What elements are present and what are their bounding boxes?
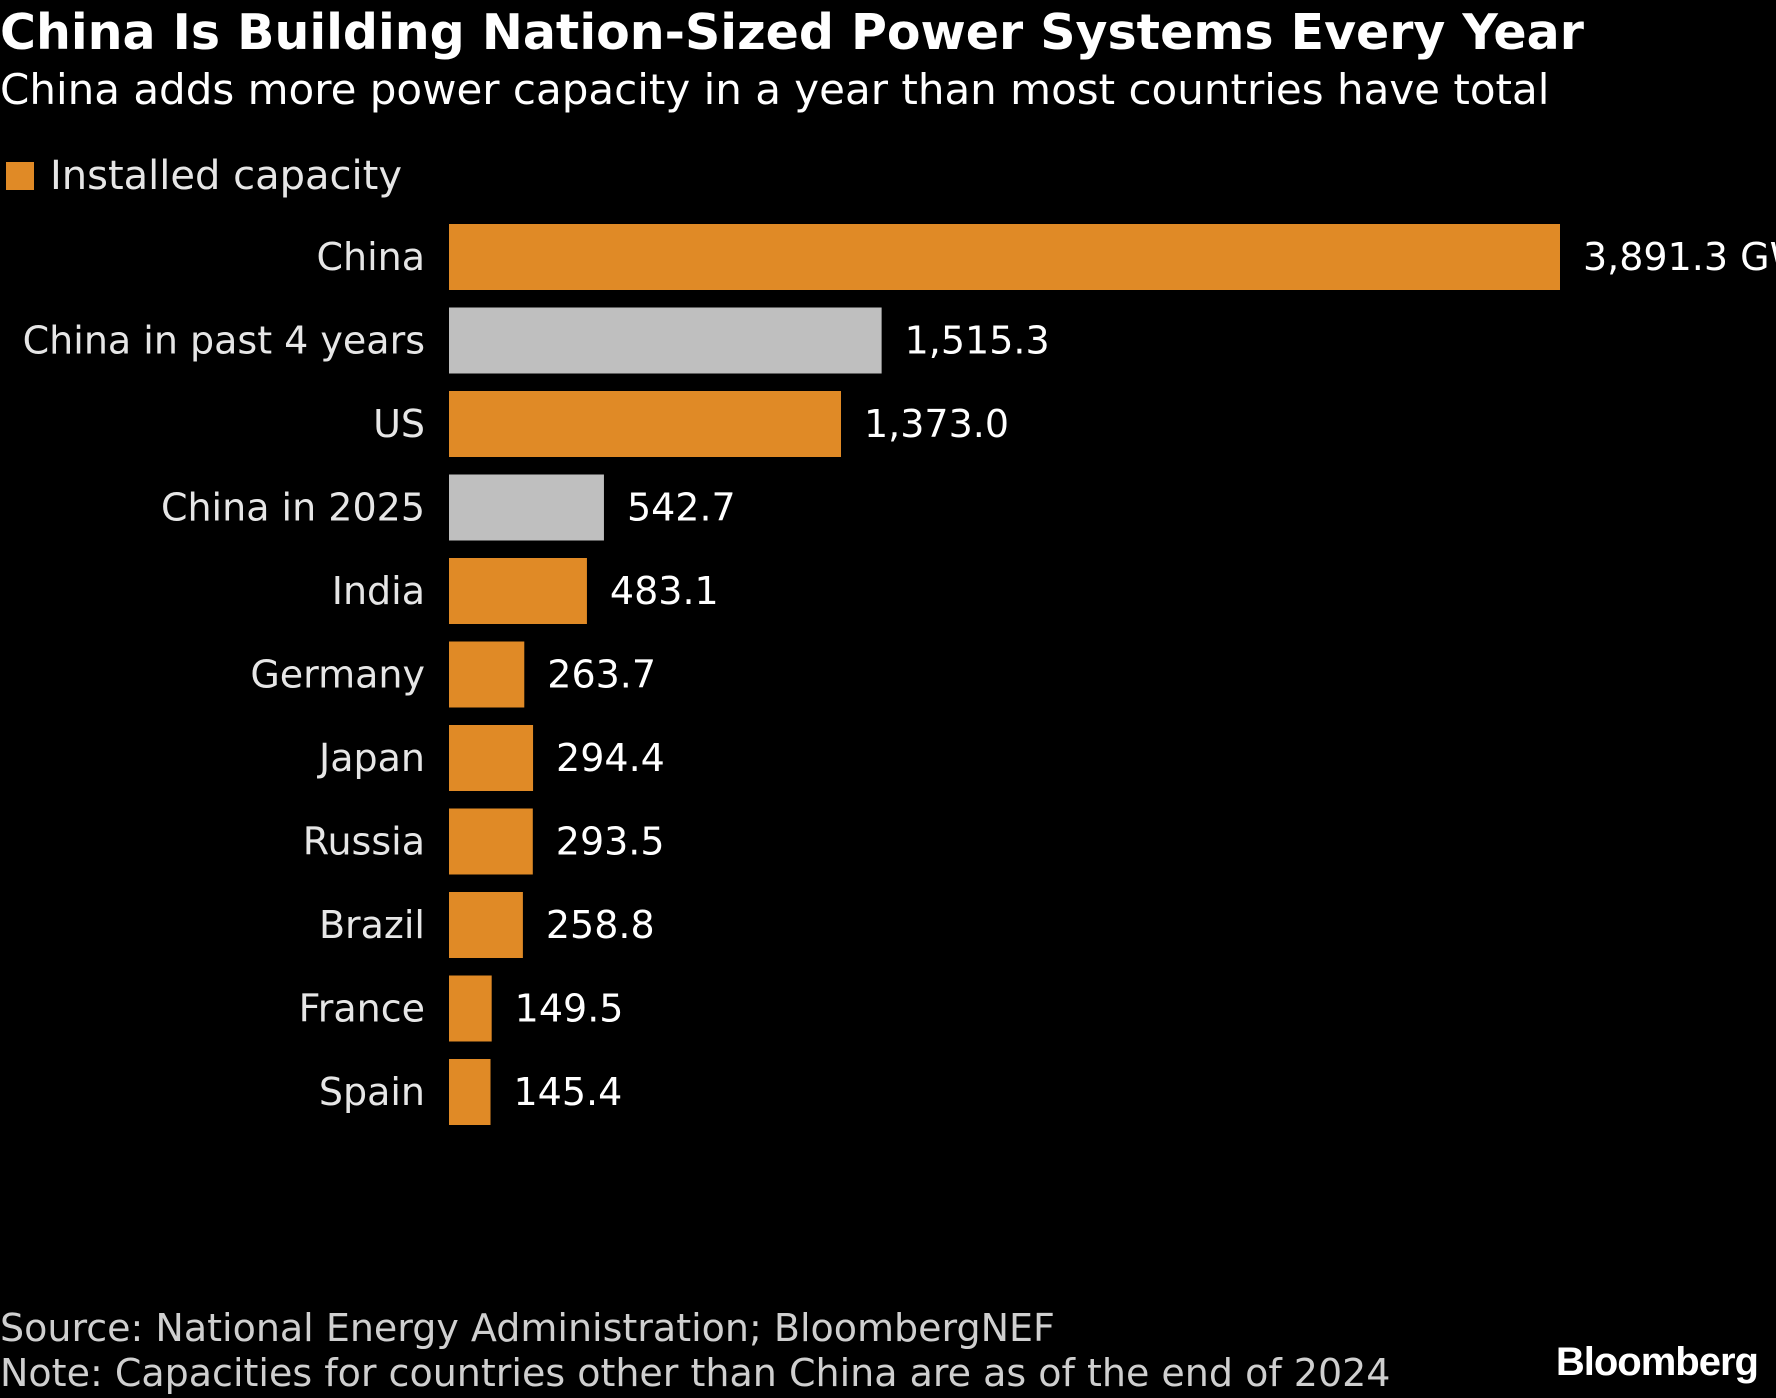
value-label: 1,515.3 <box>905 319 1050 363</box>
bar <box>449 474 604 541</box>
category-label: France <box>299 987 425 1031</box>
category-label: Russia <box>303 820 425 864</box>
bar <box>449 558 587 624</box>
chart-subtitle: China adds more power capacity in a year… <box>0 65 1550 114</box>
chart-title: China Is Building Nation-Sized Power Sys… <box>0 4 1584 61</box>
bar <box>449 391 842 457</box>
value-label: 3,891.3 GW <box>1583 235 1776 279</box>
bloomberg-logo: Bloomberg <box>1555 1340 1759 1384</box>
value-label: 258.8 <box>546 903 655 947</box>
bar <box>449 975 492 1042</box>
legend-swatch <box>6 162 34 190</box>
category-label: China in 2025 <box>161 486 425 530</box>
category-label: Japan <box>317 736 425 780</box>
bar <box>449 641 525 708</box>
bar <box>449 1059 491 1125</box>
category-label: US <box>373 402 425 446</box>
value-label: 483.1 <box>610 569 719 613</box>
category-label: Spain <box>319 1070 425 1114</box>
source-note: Source: National Energy Administration; … <box>0 1306 1055 1350</box>
bar <box>449 224 1560 290</box>
bar <box>449 892 523 958</box>
value-label: 293.5 <box>556 820 665 864</box>
value-label: 145.4 <box>514 1070 623 1114</box>
bar <box>449 725 534 791</box>
bar <box>449 808 533 875</box>
value-label: 263.7 <box>547 653 656 697</box>
value-label: 542.7 <box>627 486 736 530</box>
category-label: Germany <box>250 653 425 697</box>
bar-chart: China 3,891.3 GW China in past 4 years 1,51… <box>23 224 1776 1125</box>
category-label: China <box>316 235 425 279</box>
legend: Installed capacity <box>6 152 402 200</box>
category-label: Brazil <box>319 903 425 947</box>
legend-label: Installed capacity <box>50 153 402 199</box>
value-label: 1,373.0 <box>864 402 1009 446</box>
footnote: Note: Capacities for countries other tha… <box>0 1351 1391 1395</box>
bar <box>449 307 882 374</box>
value-label: 149.5 <box>515 987 624 1031</box>
category-label: India <box>332 569 425 613</box>
category-label: China in past 4 years <box>23 319 425 363</box>
value-label: 294.4 <box>556 736 665 780</box>
